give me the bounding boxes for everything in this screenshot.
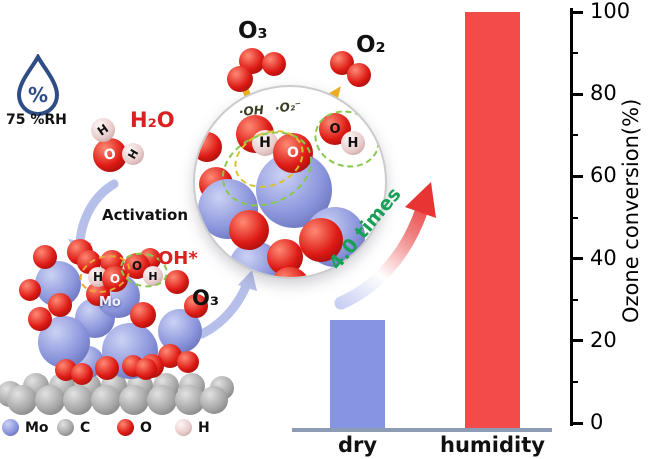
radical-oh-label: ·OH [238, 102, 265, 120]
legend-label: H [198, 419, 210, 436]
o-atom-sphere [95, 356, 119, 380]
relative-humidity-label: 75 %RH [6, 112, 67, 128]
o-atom-sphere [28, 307, 52, 331]
o-atom-sphere [71, 363, 93, 385]
c-atom-sphere [35, 385, 65, 415]
x-category-label-humidity: humidity [440, 433, 545, 457]
water-droplet-icon: % [16, 54, 60, 116]
h-atom-sphere: H [143, 266, 163, 286]
o-atom-sphere [270, 267, 310, 277]
y-major-tick [571, 10, 583, 14]
ozone-label: O₃ [238, 18, 268, 44]
atom-label: O [329, 121, 341, 137]
h-atom-sphere: H [91, 118, 115, 142]
o-atom-sphere [347, 63, 371, 87]
y-major-tick [571, 339, 583, 343]
y-major-tick [571, 257, 583, 261]
atom-label: H [347, 135, 359, 151]
c-legend-swatch [57, 419, 74, 436]
c-atom-sphere [119, 385, 149, 415]
y-axis-line [570, 8, 573, 426]
legend-item-mo: Mo [2, 419, 49, 436]
atom-label: H [92, 270, 104, 284]
x-category-label-dry: dry [337, 433, 378, 457]
atom-label: O [287, 145, 299, 161]
y-tick-label: 80 [590, 81, 617, 106]
o-atom-sphere: O [102, 266, 128, 292]
o-atom-sphere [195, 132, 222, 162]
c-atom-sphere [200, 386, 228, 414]
o-atom-sphere: O [273, 133, 313, 173]
oh-star-label: OH* [158, 248, 198, 269]
mo-surface-label: Mo [99, 295, 121, 310]
h-legend-swatch [175, 419, 192, 436]
o-atom-sphere [48, 293, 72, 317]
o-atom-sphere [165, 270, 189, 294]
bar-humidity [465, 12, 520, 428]
c-atom-sphere [7, 385, 37, 415]
oxygen-label: O₂ [356, 32, 386, 58]
h-atom-sphere: H [122, 143, 144, 165]
mo-legend-swatch [2, 419, 19, 436]
mo-atom-sphere [321, 268, 369, 277]
o-atom-sphere [229, 210, 269, 250]
y-tick-label: 40 [590, 245, 617, 270]
o-atom-sphere [184, 294, 208, 318]
legend-label: Mo [25, 419, 49, 436]
percent-symbol: % [28, 83, 48, 107]
o-atom-sphere [262, 52, 286, 76]
o-legend-swatch [117, 419, 134, 436]
o-atom-sphere [130, 302, 156, 328]
o-atom-sphere [19, 279, 41, 301]
o-atom-sphere [33, 245, 57, 269]
legend-label: O [140, 419, 152, 436]
legend-item-h: H [175, 419, 210, 436]
radical-o2-label: ·O₂⁻ [274, 98, 303, 116]
o-atom-sphere [299, 218, 343, 262]
c-atom-sphere [91, 385, 121, 415]
chart-baseline [292, 428, 552, 432]
activation-label: Activation [102, 206, 189, 224]
y-major-tick [571, 421, 583, 425]
y-tick-label: 0 [590, 410, 604, 434]
atom-label: H [259, 135, 271, 151]
o-atom-sphere [135, 358, 157, 380]
ozone-feed-label: O₃ [192, 286, 220, 310]
bar-dry [330, 320, 385, 428]
y-minor-tick [571, 216, 578, 219]
legend-label: C [80, 419, 91, 436]
y-tick-label: 100 [590, 0, 631, 23]
c-atom-sphere [147, 385, 177, 415]
o-atom-sphere [227, 66, 253, 92]
atom-label: H [148, 269, 158, 283]
atom-label: O [131, 259, 143, 273]
y-minor-tick [571, 134, 578, 137]
y-minor-tick [571, 380, 578, 383]
y-major-tick [571, 92, 583, 96]
o-atom-sphere [177, 351, 199, 373]
c-atom-sphere [63, 385, 93, 415]
legend-item-c: C [57, 419, 90, 436]
o-atom-sphere: O [93, 138, 127, 172]
water-formula-label: H₂O [130, 108, 175, 132]
h-atom-sphere: H [341, 131, 365, 155]
y-tick-label: 20 [590, 327, 617, 352]
y-minor-tick [571, 298, 578, 301]
atom-label: O [109, 272, 121, 286]
o-atom-sphere: O [319, 113, 351, 145]
y-axis-title: Ozone conversion(%) [619, 98, 643, 324]
y-tick-label: 60 [590, 163, 617, 188]
legend-item-o: O [117, 419, 152, 436]
y-major-tick [571, 174, 583, 178]
y-minor-tick [571, 52, 578, 55]
